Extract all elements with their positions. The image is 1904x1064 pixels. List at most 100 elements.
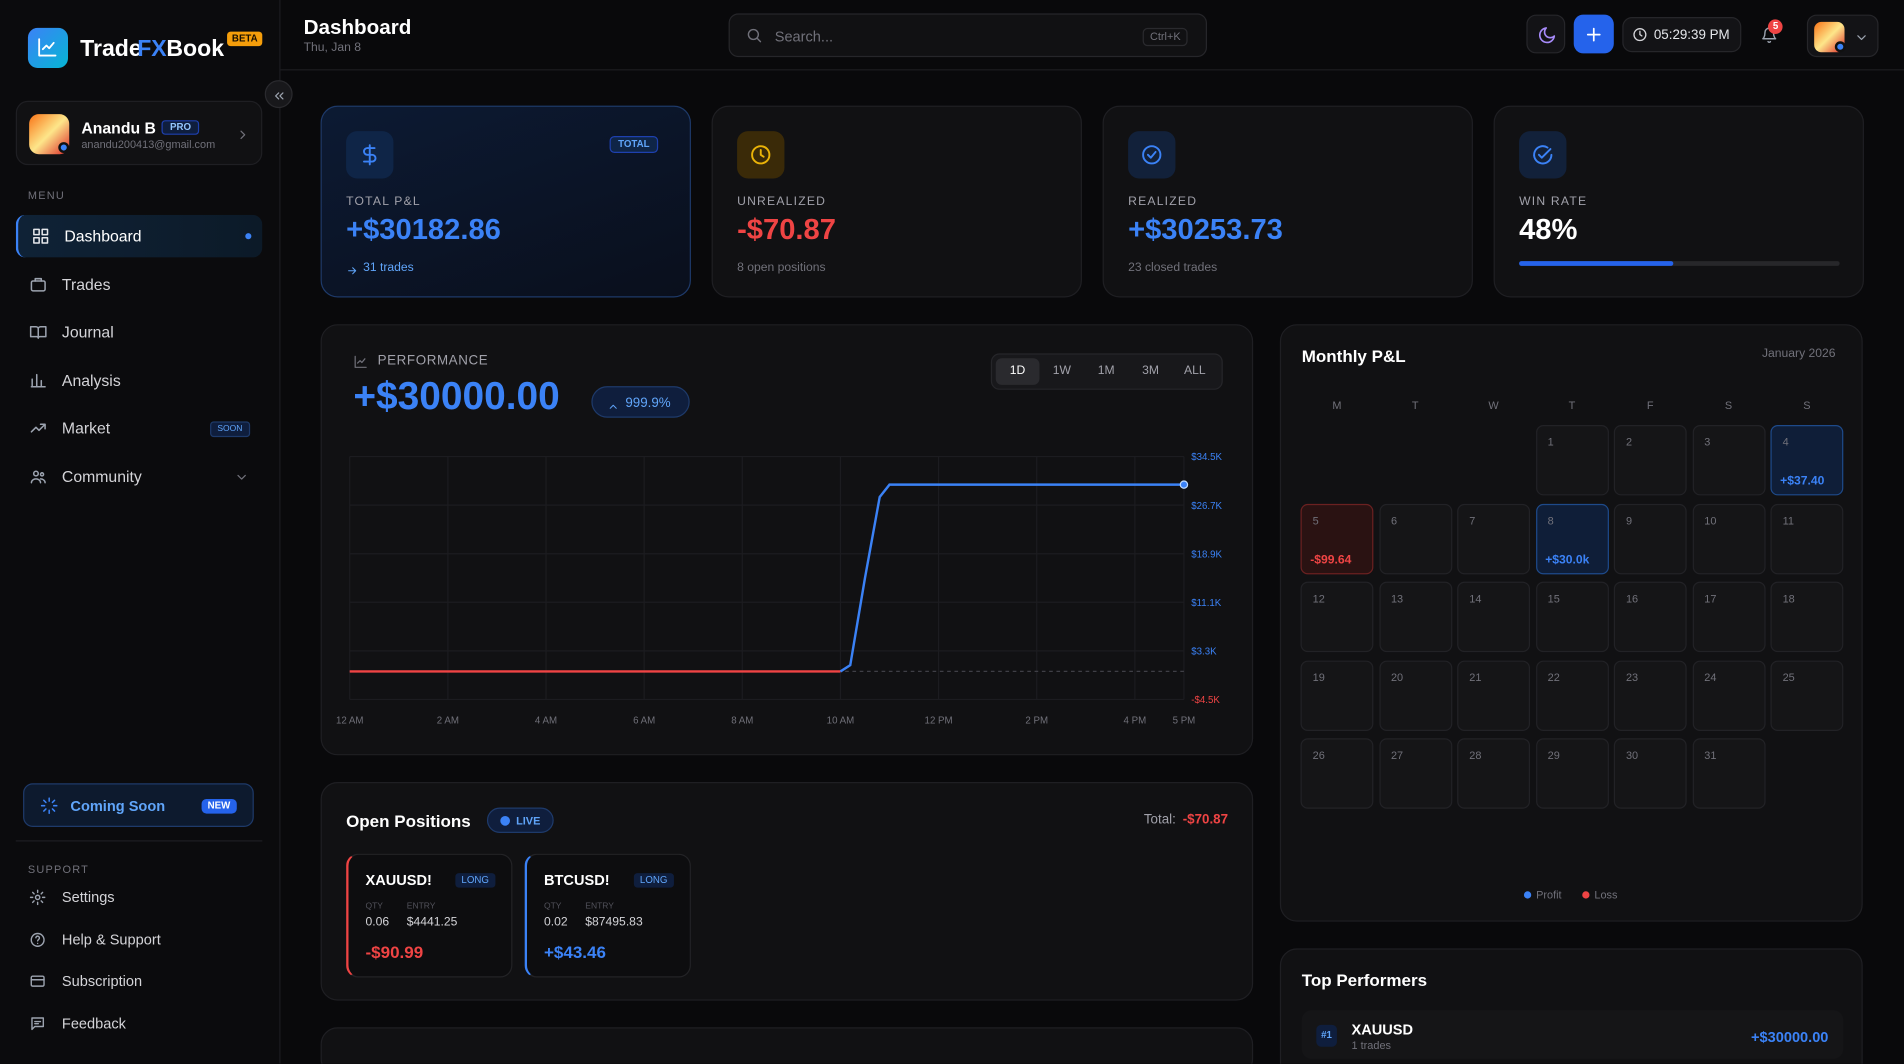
icon-part [31,1017,45,1031]
day-cell[interactable]: 20 [1378,659,1452,731]
page-date: Thu, Jan 8 [303,41,361,55]
day-cell[interactable]: 27 [1378,738,1452,809]
day-cell[interactable]: 19 [1300,659,1374,731]
icon-part [609,404,617,409]
day-cell[interactable]: 29 [1535,738,1609,809]
x-tick-label: 10 AM [827,716,855,727]
day-number: 3 [1704,435,1711,449]
day-cell[interactable]: 10 [1692,503,1765,574]
day-cell[interactable]: 11 [1770,503,1844,574]
divider [15,840,263,842]
entry: $4441.25 [406,915,458,929]
range-button[interactable]: 1D [995,358,1040,385]
side: LONG [455,873,496,888]
day-cell[interactable]: 3 [1692,425,1765,496]
position-card[interactable]: BTCUSD! LONG QTY 0.02 ENTRY $87495.83 +$43.46 [524,853,691,978]
day-cell[interactable]: 26 [1300,738,1374,809]
icon-part [29,889,46,906]
day-pnl: -$99.64 [1310,553,1352,567]
range-button[interactable]: 3M [1142,364,1159,378]
notification-count: 5 [1768,19,1784,35]
add-button[interactable] [1573,14,1614,54]
icon-part [1142,145,1162,165]
menu-item[interactable]: Community [16,455,263,498]
day-cell[interactable]: 7 [1457,503,1531,574]
menu-item[interactable]: Analysis [16,359,263,402]
icon-part [756,38,762,43]
day-number: 19 [1312,670,1325,684]
day-cell[interactable]: 31 [1692,738,1765,809]
day-number: 22 [1547,670,1560,684]
profile-button[interactable] [1806,14,1879,58]
notifications[interactable]: 5 [1756,19,1784,49]
menu-item[interactable]: Trades [16,264,263,307]
icon-part [240,130,246,140]
menu-item[interactable]: Dashboard [15,214,263,258]
day-number: 7 [1469,514,1476,527]
stat-sub: 8 open positions [737,261,826,275]
menu-label: Dashboard [64,227,142,246]
day-cell[interactable]: 9 [1613,503,1687,574]
day-cell[interactable]: 12 [1300,581,1374,653]
day-number: 29 [1547,749,1560,762]
menu-item[interactable]: Market SOON [16,407,263,450]
icon [749,143,772,166]
day-cell[interactable]: 21 [1457,659,1531,731]
day-number: 5 [1312,514,1319,527]
day-cell[interactable]: 24 [1692,659,1765,731]
menu-item[interactable]: Journal [16,311,263,354]
day-cell[interactable]: 18 [1770,581,1844,653]
day-cell[interactable]: 23 [1613,659,1687,731]
search[interactable]: Search... Ctrl+K [728,13,1208,58]
x-tick-label: 4 AM [535,716,557,727]
support-icon [29,1015,46,1032]
menu-label: Trades [61,275,111,294]
range-selector: 1D 1W 1M 3M ALL [990,353,1223,390]
support-item[interactable]: Help & Support [16,925,263,954]
range-button[interactable]: 1M [1097,364,1115,378]
support-item[interactable]: Settings [16,883,263,912]
support-item[interactable]: Subscription [16,967,263,996]
day-cell[interactable]: 25 [1770,659,1844,731]
promo[interactable]: Coming Soon NEW [23,783,254,827]
day-cell[interactable]: 4 +$37.40 [1770,425,1844,496]
icon-part [30,975,45,987]
icon-part [1538,27,1556,44]
range-button[interactable]: ALL [1184,364,1206,378]
day-cell[interactable]: 13 [1378,581,1452,653]
chevron [1854,29,1869,44]
day-cell[interactable]: 17 [1692,581,1765,653]
theme-button[interactable] [1526,14,1566,54]
support-item[interactable]: Feedback [16,1009,263,1038]
day-cell[interactable]: 14 [1457,581,1531,653]
day-cell[interactable]: 8 +$30.0k [1535,503,1609,574]
user-card[interactable]: Anandu B PRO anandu200413@gmail.com [15,100,263,166]
icon [1140,143,1163,166]
next-card [320,1027,1254,1064]
symbol: XAUUSD! [365,871,432,889]
perf-icon [353,353,368,368]
performance-chart: $34.5K $26.7K $18.9K $11.1K $3.3K -$4.5K 12 AM… [336,452,1223,727]
icon-part [751,145,771,165]
total-value: -$70.87 [1182,812,1229,827]
day-cell[interactable]: 16 [1613,581,1687,653]
x-tick-label: 12 PM [925,716,953,727]
x-tick-label: 8 AM [731,716,753,727]
day-number: 27 [1390,749,1404,762]
day-cell[interactable]: 30 [1613,738,1687,809]
day-cell[interactable]: 1 [1535,425,1609,496]
collapse-button[interactable] [264,80,293,109]
weekday: T [1411,399,1419,412]
position-card[interactable]: XAUUSD! LONG QTY 0.06 ENTRY $4441.25 -$90.99 [346,853,513,978]
day-cell[interactable]: 15 [1535,581,1609,653]
x-tick-label: 12 AM [336,716,364,727]
day-cell[interactable]: 5 -$99.64 [1300,503,1374,574]
icon-part [33,236,40,244]
range-button[interactable]: 1W [1052,364,1072,378]
day-cell[interactable]: 28 [1457,738,1531,809]
icon-part [33,228,40,236]
performer-row[interactable]: #1 XAUUSD 1 trades +$30000.00 [1301,1010,1844,1059]
day-cell[interactable]: 6 [1378,503,1452,574]
day-cell[interactable]: 2 [1613,425,1687,496]
day-cell[interactable]: 22 [1535,659,1609,731]
